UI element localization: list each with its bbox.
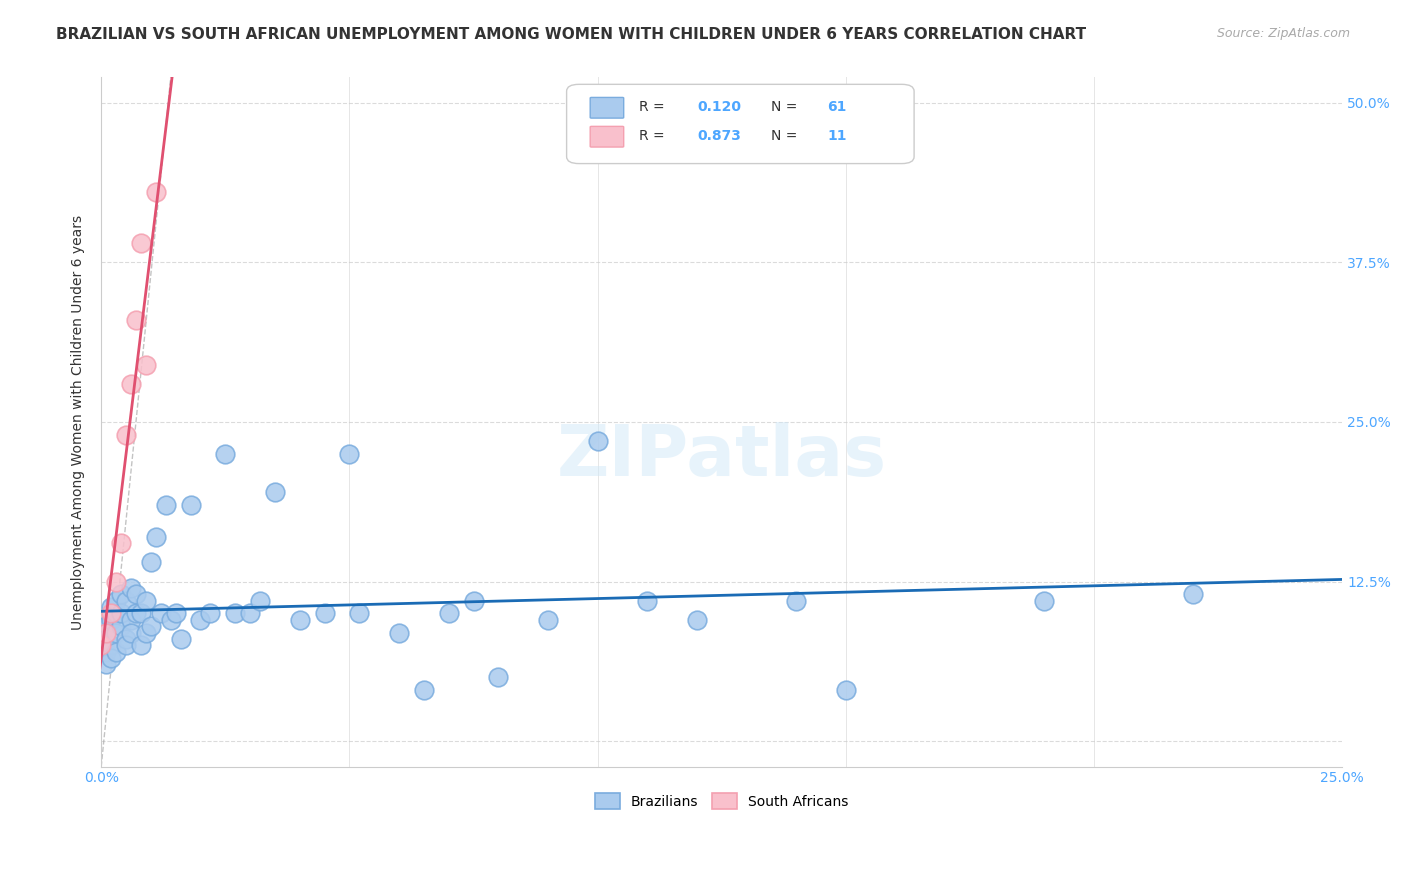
Brazilians (129, 638, 152, 652)
Brazilians (586, 434, 609, 449)
Text: ZIPatlas: ZIPatlas (557, 422, 887, 491)
Brazilians (486, 670, 509, 684)
South Africans (90, 638, 112, 652)
South Africans (129, 236, 152, 251)
South Africans (115, 427, 138, 442)
Brazilians (537, 613, 560, 627)
Brazilians (100, 651, 122, 665)
Brazilians (100, 613, 122, 627)
Brazilians (105, 625, 128, 640)
Brazilians (180, 498, 202, 512)
Brazilians (190, 613, 212, 627)
Text: 0.873: 0.873 (697, 129, 741, 143)
Brazilians (110, 587, 132, 601)
FancyBboxPatch shape (591, 127, 624, 147)
South Africans (100, 607, 122, 621)
Brazilians (1033, 593, 1056, 607)
Brazilians (110, 607, 132, 621)
Text: N =: N = (772, 129, 803, 143)
Brazilians (129, 607, 152, 621)
Brazilians (120, 625, 142, 640)
South Africans (120, 376, 142, 391)
Text: Source: ZipAtlas.com: Source: ZipAtlas.com (1216, 27, 1350, 40)
Brazilians (264, 485, 287, 500)
South Africans (110, 536, 132, 550)
Brazilians (135, 593, 157, 607)
Brazilians (125, 587, 148, 601)
Text: 0.120: 0.120 (697, 100, 741, 114)
Brazilians (139, 619, 162, 633)
Text: 61: 61 (827, 100, 846, 114)
Brazilians (125, 607, 148, 621)
Brazilians (100, 638, 122, 652)
Brazilians (314, 607, 336, 621)
Brazilians (349, 607, 371, 621)
Brazilians (1182, 587, 1205, 601)
Brazilians (200, 607, 222, 621)
Brazilians (288, 613, 311, 627)
Brazilians (249, 593, 271, 607)
Brazilians (463, 593, 485, 607)
Brazilians (636, 593, 658, 607)
Brazilians (90, 638, 112, 652)
Brazilians (835, 683, 858, 698)
Brazilians (239, 607, 262, 621)
Brazilians (224, 607, 246, 621)
Brazilians (105, 593, 128, 607)
Brazilians (100, 600, 122, 615)
Brazilians (139, 555, 162, 569)
Text: BRAZILIAN VS SOUTH AFRICAN UNEMPLOYMENT AMONG WOMEN WITH CHILDREN UNDER 6 YEARS : BRAZILIAN VS SOUTH AFRICAN UNEMPLOYMENT … (56, 27, 1087, 42)
Brazilians (412, 683, 434, 698)
Brazilians (145, 530, 167, 544)
Brazilians (96, 632, 118, 646)
Brazilians (120, 613, 142, 627)
Brazilians (110, 619, 132, 633)
Brazilians (96, 645, 118, 659)
Text: R =: R = (638, 100, 669, 114)
South Africans (105, 574, 128, 589)
Brazilians (437, 607, 460, 621)
Brazilians (105, 607, 128, 621)
Brazilians (96, 619, 118, 633)
Brazilians (686, 613, 709, 627)
South Africans (125, 313, 148, 327)
Y-axis label: Unemployment Among Women with Children Under 6 years: Unemployment Among Women with Children U… (72, 214, 86, 630)
Text: R =: R = (638, 129, 669, 143)
Brazilians (96, 657, 118, 672)
Brazilians (388, 625, 411, 640)
Brazilians (105, 645, 128, 659)
Legend: Brazilians, South Africans: Brazilians, South Africans (589, 788, 855, 814)
Brazilians (785, 593, 807, 607)
Brazilians (149, 607, 172, 621)
Brazilians (115, 638, 138, 652)
Brazilians (214, 447, 236, 461)
Text: 11: 11 (827, 129, 846, 143)
FancyBboxPatch shape (591, 97, 624, 118)
FancyBboxPatch shape (567, 85, 914, 163)
Brazilians (165, 607, 187, 621)
Brazilians (115, 632, 138, 646)
Brazilians (135, 625, 157, 640)
Brazilians (115, 593, 138, 607)
South Africans (145, 186, 167, 200)
South Africans (135, 358, 157, 372)
Brazilians (159, 613, 181, 627)
Brazilians (155, 498, 177, 512)
Brazilians (120, 581, 142, 595)
Text: N =: N = (772, 100, 803, 114)
Brazilians (339, 447, 361, 461)
South Africans (96, 625, 118, 640)
Brazilians (169, 632, 191, 646)
